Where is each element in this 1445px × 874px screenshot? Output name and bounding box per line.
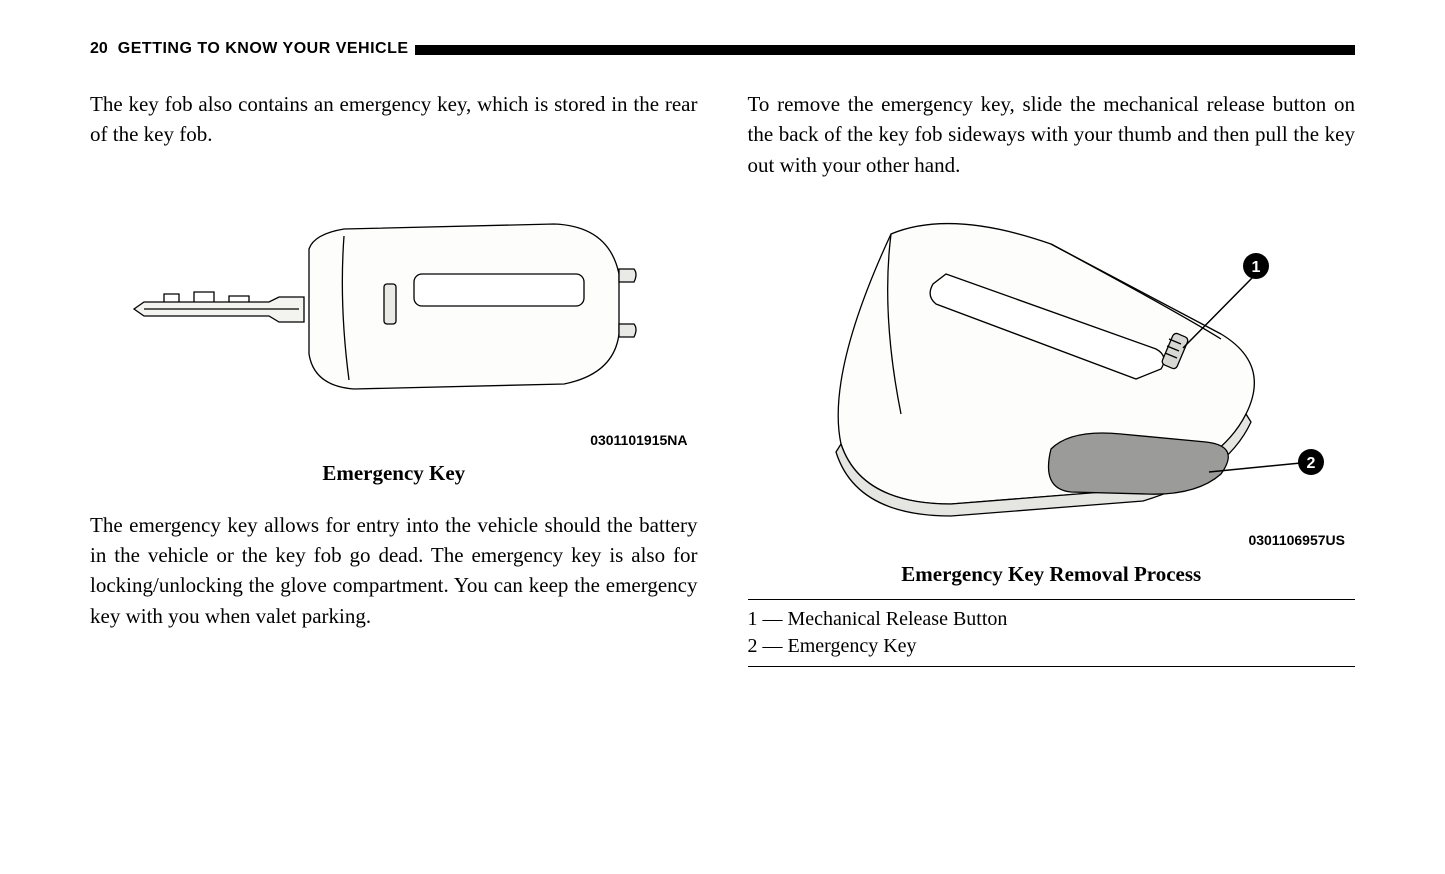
emergency-key-figure: [114, 174, 674, 424]
manual-page: 20 GETTING TO KNOW YOUR VEHICLE The key …: [0, 0, 1445, 874]
callout-1-number: 1: [1252, 259, 1261, 276]
figure2-legend: 1 — Mechanical Release Button 2 — Emerge…: [748, 599, 1356, 667]
page-header: 20 GETTING TO KNOW YOUR VEHICLE: [90, 40, 1355, 58]
right-intro-text: To remove the emergency key, slide the m…: [748, 89, 1356, 180]
section-title: GETTING TO KNOW YOUR VEHICLE: [118, 40, 409, 58]
header-bar: [415, 45, 1355, 55]
page-number: 20: [90, 40, 108, 58]
right-column: To remove the emergency key, slide the m…: [748, 68, 1356, 667]
legend-item-1: 1 — Mechanical Release Button: [748, 606, 1356, 633]
figure2-code: 0301106957US: [748, 530, 1356, 550]
legend-item-2: 2 — Emergency Key: [748, 633, 1356, 660]
figure2-caption: Emergency Key Removal Process: [748, 559, 1356, 589]
left-body-text: The emergency key allows for entry into …: [90, 510, 698, 632]
figure1-caption: Emergency Key: [90, 458, 698, 488]
emergency-key-removal-figure: 1 2: [751, 204, 1351, 524]
left-column: The key fob also contains an emergency k…: [90, 68, 698, 667]
callout-2-number: 2: [1307, 455, 1316, 472]
left-intro-text: The key fob also contains an emergency k…: [90, 89, 698, 150]
content-columns: The key fob also contains an emergency k…: [90, 68, 1355, 667]
figure1-code: 0301101915NA: [90, 430, 698, 450]
